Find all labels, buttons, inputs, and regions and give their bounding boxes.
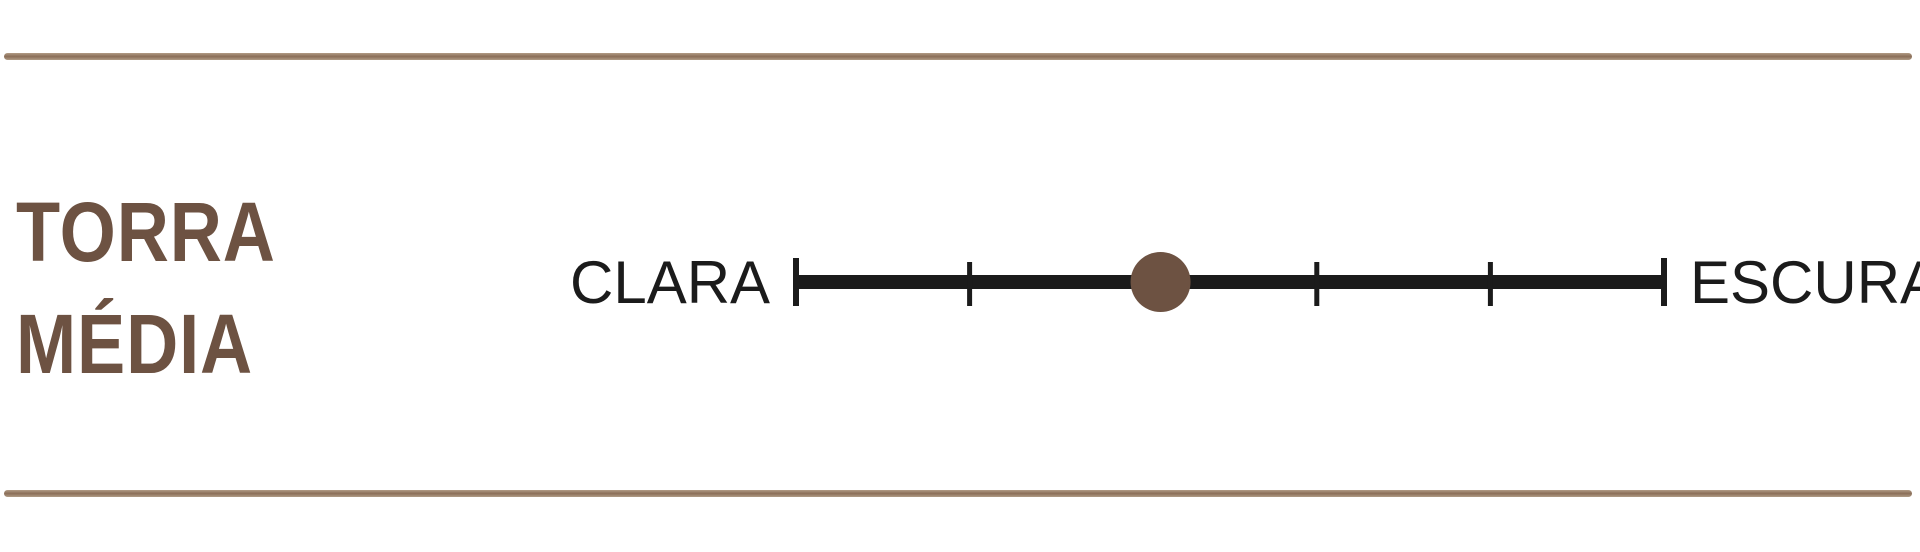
scale-label-dark: ESCURA <box>1690 249 1920 316</box>
scale-label-light: CLARA <box>570 249 771 316</box>
bottom-divider <box>4 490 1912 497</box>
top-divider <box>4 53 1912 60</box>
roast-title: TORRA MÉDIA <box>16 176 291 400</box>
scale-ticks <box>793 258 1667 306</box>
roast-title-line-2: MÉDIA <box>16 297 254 391</box>
roast-level-marker <box>1130 252 1191 312</box>
roast-level-scale <box>793 252 1667 312</box>
roast-title-line-1: TORRA <box>16 185 276 279</box>
